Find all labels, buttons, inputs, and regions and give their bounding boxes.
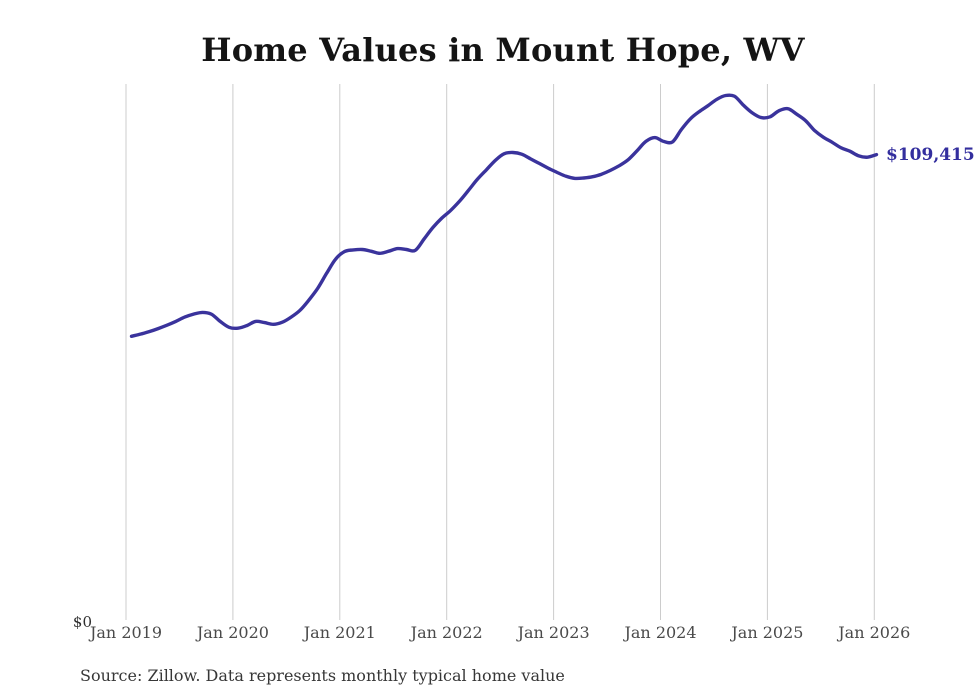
home-value-line [129, 93, 879, 338]
x-axis-tick-label: Jan 2021 [303, 623, 376, 642]
x-axis-tick-label: Jan 2022 [410, 623, 483, 642]
chart-title: Home Values in Mount Hope, WV [201, 31, 805, 69]
latest-value-label: $109,415 [886, 144, 975, 165]
y-axis-zero-label: $0 [72, 613, 92, 631]
source-note: Source: Zillow. Data represents monthly … [80, 666, 565, 685]
x-axis-tick-label: Jan 2019 [89, 623, 163, 642]
x-axis-tick-label: Jan 2024 [624, 623, 697, 642]
x-axis-tick-label: Jan 2025 [731, 623, 804, 642]
x-axis-tick-label: Jan 2023 [517, 623, 590, 642]
x-axis-tick-label: Jan 2020 [196, 623, 269, 642]
gridlines-group [125, 84, 875, 620]
x-axis-tick-label: Jan 2026 [838, 623, 911, 642]
